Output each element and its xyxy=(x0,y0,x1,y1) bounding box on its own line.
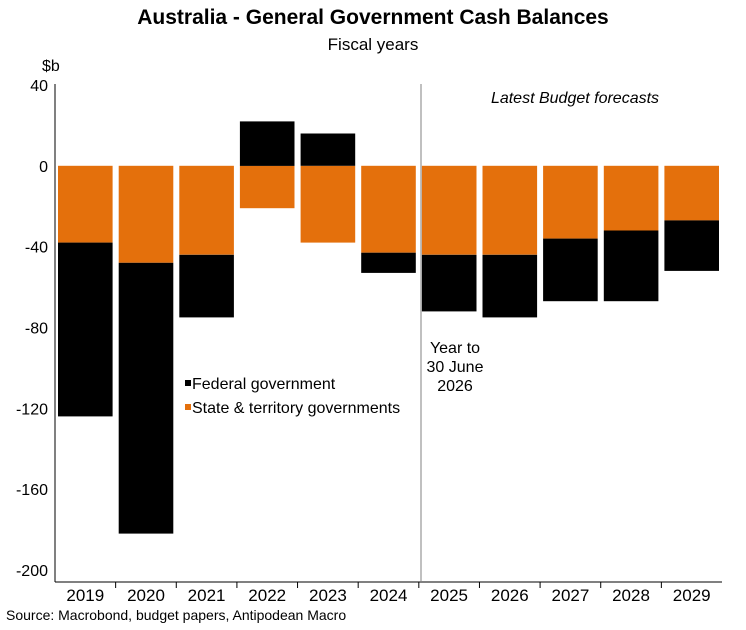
bars-layer xyxy=(58,121,719,534)
x-tick-label: 2020 xyxy=(127,586,165,605)
y-tick-label: -200 xyxy=(16,563,48,580)
bar-federal-2028 xyxy=(603,230,659,302)
y-tick-label: 0 xyxy=(39,159,48,176)
chart-title: Australia - General Government Cash Bala… xyxy=(137,6,609,29)
bar-state-2024 xyxy=(361,165,416,253)
bar-state-2026 xyxy=(482,165,538,255)
x-tick-label: 2029 xyxy=(673,586,711,605)
bar-state-2020 xyxy=(118,165,174,263)
bar-federal-2022 xyxy=(239,121,295,166)
y-tick-label: 40 xyxy=(30,78,48,95)
x-tick-label: 2026 xyxy=(491,586,529,605)
y-tick-label: -80 xyxy=(25,321,48,338)
x-tick-label: 2019 xyxy=(66,586,104,605)
y-tick-label: -160 xyxy=(16,482,48,499)
y-tick-label: -40 xyxy=(25,240,48,257)
bar-state-2027 xyxy=(543,165,598,239)
x-tick-label: 2027 xyxy=(551,586,589,605)
bar-state-2029 xyxy=(664,165,719,221)
bar-state-2028 xyxy=(603,165,659,231)
x-ticks: 2019 2020 2021 2022 2023 2024 2025 2026 2027 2028… xyxy=(66,582,711,605)
x-tick-label: 2024 xyxy=(370,586,408,605)
legend-label-state: State & territory governments xyxy=(192,400,400,417)
x-tick-label: 2025 xyxy=(430,586,468,605)
bar-federal-2023 xyxy=(300,133,356,166)
bar-federal-2020 xyxy=(118,262,174,534)
y-axis-unit-label: $b xyxy=(42,58,60,75)
source-note: Source: Macrobond, budget papers, Antipo… xyxy=(6,607,347,623)
bar-federal-2021 xyxy=(179,254,234,318)
bar-federal-2025 xyxy=(421,254,477,312)
bar-federal-2027 xyxy=(543,238,598,302)
legend-label-federal: Federal government xyxy=(192,376,336,393)
divider-note-line1: Year to xyxy=(430,340,480,357)
bar-federal-2029 xyxy=(664,220,719,271)
legend-swatch-federal xyxy=(185,380,191,386)
x-tick-label: 2028 xyxy=(612,586,650,605)
x-tick-label: 2021 xyxy=(188,586,226,605)
bar-state-2021 xyxy=(179,165,234,255)
legend: Federal government State & territory gov… xyxy=(185,376,400,417)
x-tick-label: 2023 xyxy=(309,586,347,605)
bar-federal-2026 xyxy=(482,254,538,318)
y-tick-label: -120 xyxy=(16,401,48,418)
axes-layer xyxy=(54,84,722,583)
forecast-label: Latest Budget forecasts xyxy=(491,90,659,107)
legend-swatch-state xyxy=(185,404,191,410)
bar-state-2023 xyxy=(300,165,356,243)
chart-subtitle: Fiscal years xyxy=(327,35,419,54)
bar-state-2025 xyxy=(421,165,477,255)
x-tick-label: 2022 xyxy=(248,586,286,605)
divider-note-line3: 2026 xyxy=(437,378,473,395)
bar-state-2019 xyxy=(58,165,113,243)
bar-federal-2024 xyxy=(361,252,416,273)
bar-state-2022 xyxy=(239,165,295,209)
bar-federal-2019 xyxy=(58,242,113,417)
divider-note-line2: 30 June xyxy=(427,359,484,376)
y-ticks: 40 0 -40 -80 -120 -160 -200 xyxy=(16,78,48,580)
